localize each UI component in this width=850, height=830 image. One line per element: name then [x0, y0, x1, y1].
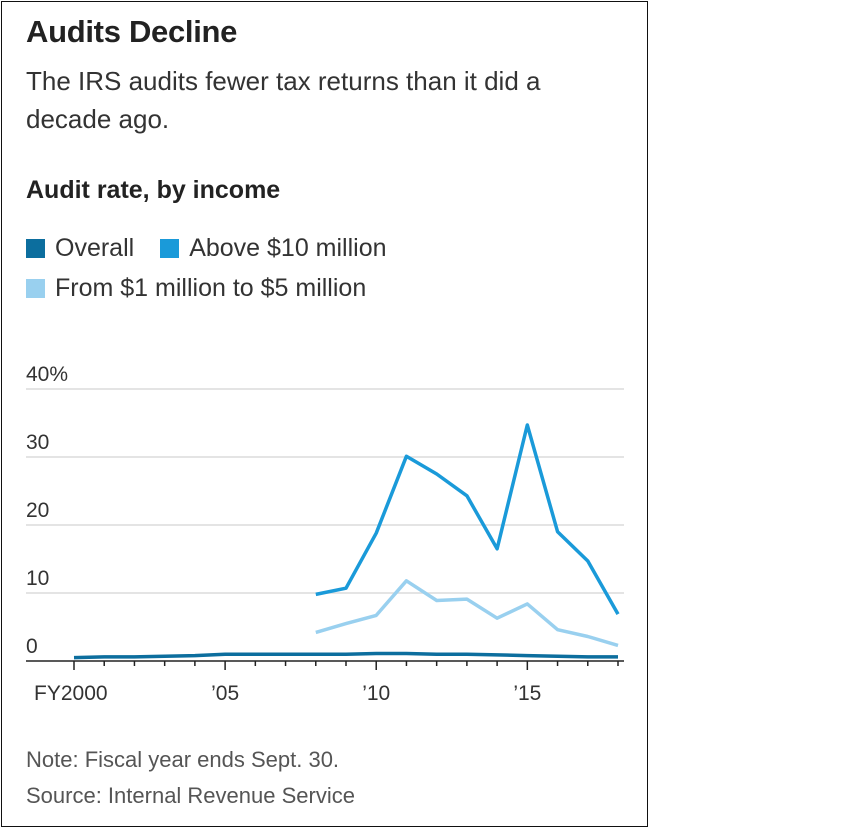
- legend-label-overall: Overall: [55, 233, 135, 262]
- axis-layer: 0 10 20 30 40% FY2000 ’05 ’10 ’15: [26, 363, 624, 702]
- legend-label-1m-5m: From $1 million to $5 million: [55, 273, 367, 302]
- x-tick-label: FY2000: [34, 682, 108, 702]
- y-tick-label: 30: [26, 431, 49, 454]
- series-layer: [73, 423, 620, 660]
- legend-swatch-1m-5m: [26, 278, 45, 298]
- series-line-above-10m: [315, 423, 620, 615]
- chart-title: Audits Decline: [26, 14, 238, 49]
- series-line-overall: [73, 651, 618, 660]
- legend-row-1: Overall Above $10 million: [26, 228, 636, 268]
- source-text: Source: Internal Revenue Service: [26, 783, 355, 808]
- legend-item-1m-5m: From $1 million to $5 million: [26, 274, 366, 303]
- chart-heading: Audit rate, by income: [26, 176, 281, 204]
- series-line-1m-5m: [315, 579, 619, 648]
- legend-swatch-above-10m: [160, 238, 180, 258]
- chart-frame: Audits Decline The IRS audits fewer tax …: [1, 1, 648, 827]
- y-tick-label: 20: [26, 499, 49, 522]
- legend-item-above-10m: Above $10 million: [160, 233, 387, 263]
- x-tick-label: ’10: [362, 682, 390, 702]
- y-tick-label: 10: [26, 567, 49, 590]
- y-tick-label: 40%: [26, 363, 68, 386]
- chart-subtitle: The IRS audits fewer tax returns than it…: [26, 66, 541, 134]
- x-tick-label: ’15: [513, 682, 541, 702]
- legend-item-overall: Overall: [26, 234, 134, 263]
- legend-swatch-overall: [26, 238, 45, 258]
- footnote: Note: Fiscal year ends Sept. 30. Source:…: [26, 742, 355, 814]
- legend-label-above-10m: Above $10 million: [189, 233, 387, 262]
- grid-layer: [26, 388, 624, 594]
- legend: Overall Above $10 million From $1 millio…: [26, 228, 636, 308]
- y-tick-label: 0: [26, 635, 38, 658]
- note-text: Note: Fiscal year ends Sept. 30.: [26, 747, 340, 772]
- x-tick-label: ’05: [211, 682, 239, 702]
- legend-row-2: From $1 million to $5 million: [26, 268, 636, 308]
- line-chart: 0 10 20 30 40% FY2000 ’05 ’10 ’15: [26, 363, 624, 702]
